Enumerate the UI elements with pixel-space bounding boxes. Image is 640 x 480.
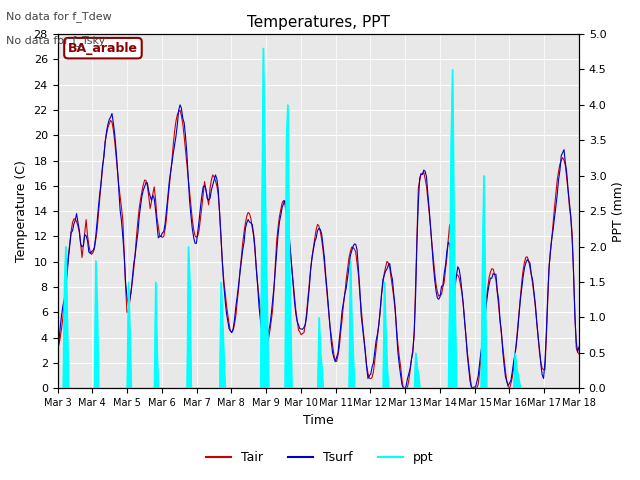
Y-axis label: PPT (mm): PPT (mm) xyxy=(612,181,625,241)
X-axis label: Time: Time xyxy=(303,414,333,427)
Text: BA_arable: BA_arable xyxy=(68,42,138,55)
Legend: Tair, Tsurf, ppt: Tair, Tsurf, ppt xyxy=(202,446,438,469)
Text: No data for f_Tdew: No data for f_Tdew xyxy=(6,11,112,22)
Title: Temperatures, PPT: Temperatures, PPT xyxy=(247,15,390,30)
Y-axis label: Temperature (C): Temperature (C) xyxy=(15,160,28,262)
Text: No data for f_Tsky: No data for f_Tsky xyxy=(6,35,106,46)
